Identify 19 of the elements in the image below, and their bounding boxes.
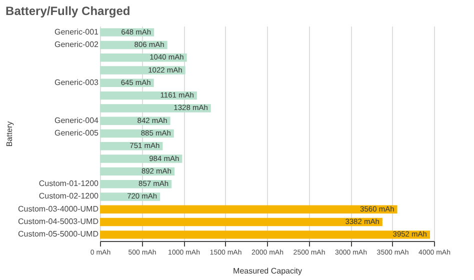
y-tick-label: Custom-01-1200: [38, 179, 100, 188]
y-axis-title: Battery: [5, 121, 14, 147]
y-tick-label: Generic-005: [54, 128, 100, 138]
y-tick-label: Custom-05-5000-UMD: [18, 230, 99, 239]
y-tick-label: Generic-001: [54, 27, 100, 36]
y-tick-label: Generic-003: [54, 78, 100, 87]
y-tick-label: Custom-03-4000-UMD: [18, 204, 99, 214]
bar: [100, 104, 211, 112]
bar: [100, 230, 430, 239]
y-tick-label: Custom-04-5003-UMD: [18, 217, 99, 226]
bar: [100, 66, 186, 74]
y-tick-label: Custom-02-1200: [38, 192, 100, 201]
bar: [100, 154, 182, 163]
chart-title: Battery/Fully Charged: [6, 4, 130, 18]
bar: [100, 205, 398, 214]
x-axis-title: Measured Capacity: [233, 266, 302, 276]
bar: [100, 218, 382, 226]
y-tick-label: Generic-002: [54, 40, 100, 49]
y-tick-label: Generic-004: [54, 116, 100, 125]
